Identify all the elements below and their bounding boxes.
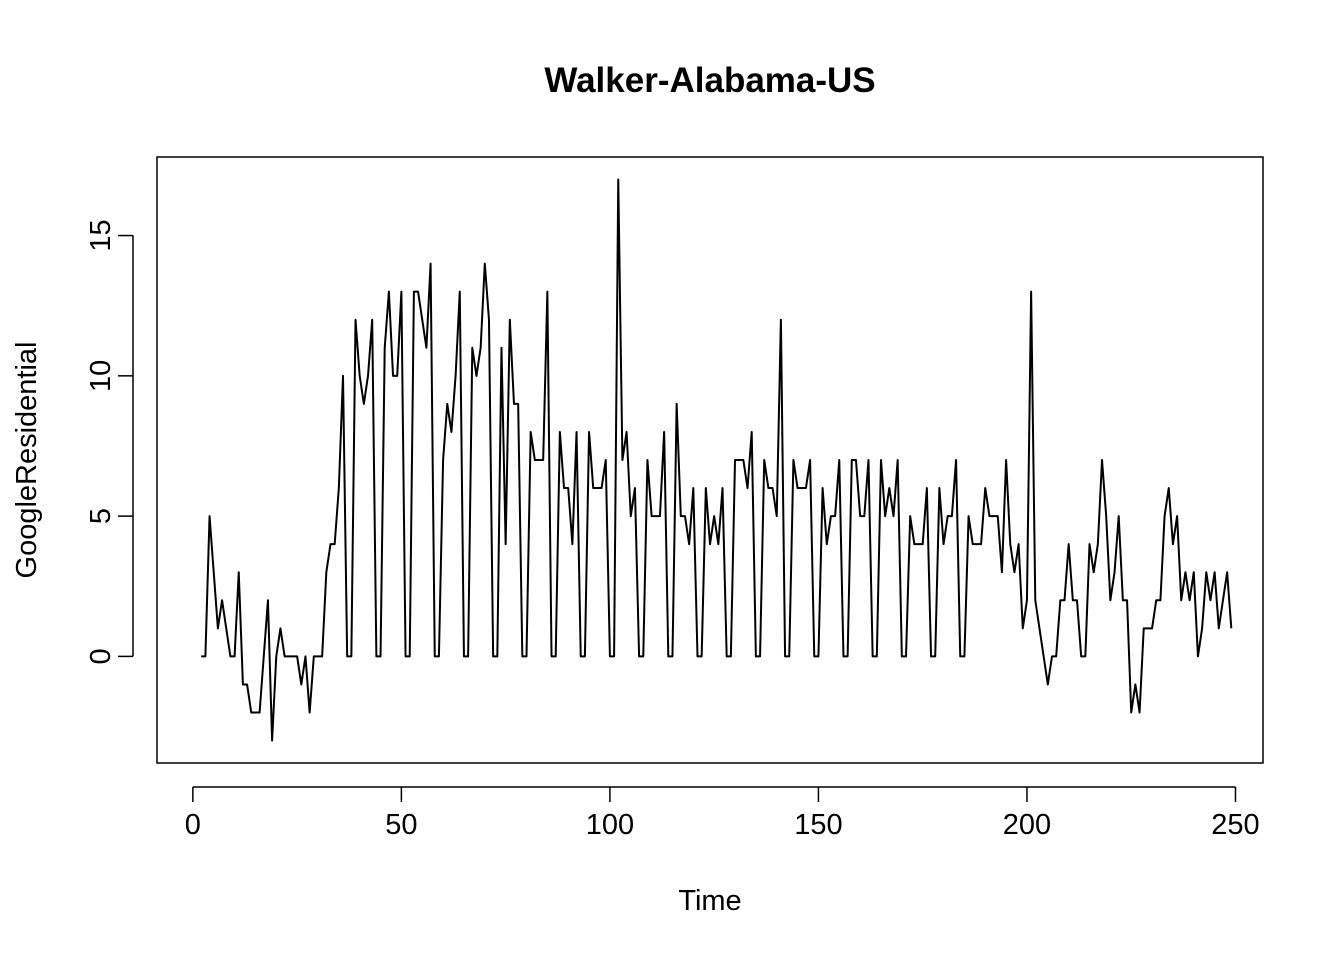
y-tick-label: 15 xyxy=(85,219,117,251)
series-line xyxy=(201,178,1233,742)
y-tick-label: 0 xyxy=(85,648,117,664)
y-axis-label: GoogleResidential xyxy=(11,342,43,579)
x-tick-label: 100 xyxy=(586,809,634,841)
plot-frame xyxy=(156,156,1264,764)
x-axis-label: Time xyxy=(678,885,741,917)
y-tick-label: 5 xyxy=(85,508,117,524)
x-tick-label: 200 xyxy=(1003,809,1051,841)
y-tick-label: 10 xyxy=(85,360,117,392)
series-group xyxy=(201,178,1233,742)
x-tick-label: 50 xyxy=(385,809,417,841)
x-tick-label: 0 xyxy=(185,809,201,841)
y-axis: 0 5 10 15 xyxy=(85,219,134,664)
x-tick-label: 250 xyxy=(1211,809,1259,841)
chart-title: Walker-Alabama-US xyxy=(544,61,875,100)
x-axis: 0 50 100 150 200 250 xyxy=(185,786,1260,841)
x-tick-label: 150 xyxy=(794,809,842,841)
